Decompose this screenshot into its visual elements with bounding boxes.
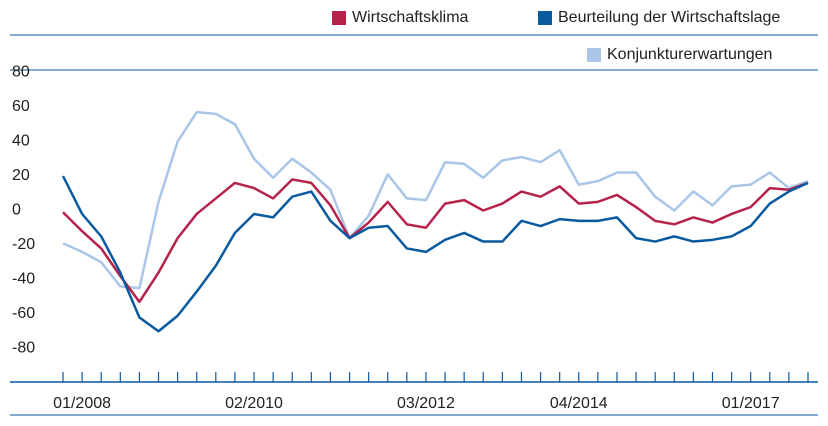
- y-tick-label: -20: [12, 236, 35, 253]
- y-tick-label: -60: [12, 305, 35, 322]
- series-line: [62, 110, 809, 290]
- series-line: [61, 175, 809, 333]
- legend-swatch: [538, 11, 552, 25]
- series-line: [62, 178, 809, 304]
- legend-label: Konjunkturerwartungen: [607, 46, 772, 63]
- legend-swatch: [587, 48, 601, 62]
- x-tick-label: 02/2010: [225, 395, 283, 412]
- y-tick-label: 60: [12, 98, 30, 115]
- legend-swatch: [332, 11, 346, 25]
- legend-label: Wirtschaftsklima: [352, 9, 469, 26]
- x-tick-label: 04/2014: [550, 395, 608, 412]
- x-tick-label: 01/2017: [722, 395, 780, 412]
- x-tick-label: 03/2012: [397, 395, 455, 412]
- x-tick-label: 01/2008: [53, 395, 111, 412]
- y-tick-label: 20: [12, 167, 30, 184]
- y-tick-label: 0: [12, 202, 21, 219]
- y-tick-label: -80: [12, 340, 35, 357]
- y-tick-label: -40: [12, 271, 35, 288]
- legend-label: Beurteilung der Wirtschaftslage: [558, 9, 780, 26]
- y-tick-label: 80: [12, 64, 30, 81]
- y-tick-label: 40: [12, 133, 30, 150]
